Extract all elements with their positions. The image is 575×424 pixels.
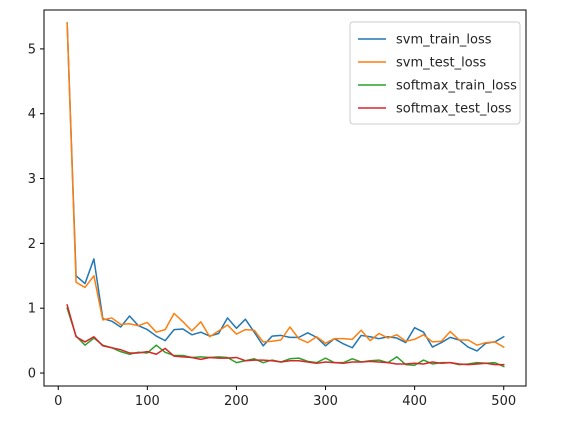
plot-frame bbox=[43, 9, 527, 387]
y-axis: 0 1 2 3 4 5 bbox=[28, 42, 44, 382]
x-tick-label: 300 bbox=[313, 394, 338, 409]
legend-box bbox=[349, 21, 521, 125]
legend-label: softmax_train_loss bbox=[396, 79, 517, 94]
series-line-svm-test-loss bbox=[66, 22, 505, 349]
series-line-softmax-test-loss bbox=[66, 304, 505, 366]
legend-label: svm_train_loss bbox=[396, 33, 492, 48]
legend: svm_train_loss svm_test_loss softmax_train… bbox=[349, 21, 521, 125]
y-tick-label: 3 bbox=[28, 172, 36, 187]
x-tick-label: 0 bbox=[54, 394, 62, 409]
series-layer bbox=[66, 22, 505, 368]
legend-label: svm_test_loss bbox=[396, 56, 486, 71]
y-tick-label: 2 bbox=[28, 237, 36, 252]
x-axis: 0 100 200 300 400 500 bbox=[54, 386, 516, 409]
y-tick-label: 5 bbox=[28, 42, 36, 57]
x-tick-label: 400 bbox=[402, 394, 427, 409]
x-tick-label: 200 bbox=[224, 394, 249, 409]
y-tick-label: 4 bbox=[28, 107, 36, 122]
y-tick-label: 1 bbox=[28, 302, 36, 317]
legend-label: softmax_test_loss bbox=[396, 102, 512, 117]
x-tick-label: 500 bbox=[491, 394, 516, 409]
x-tick-label: 100 bbox=[135, 394, 160, 409]
y-tick-label: 0 bbox=[28, 367, 36, 382]
series-line-svm-train-loss bbox=[66, 22, 505, 352]
